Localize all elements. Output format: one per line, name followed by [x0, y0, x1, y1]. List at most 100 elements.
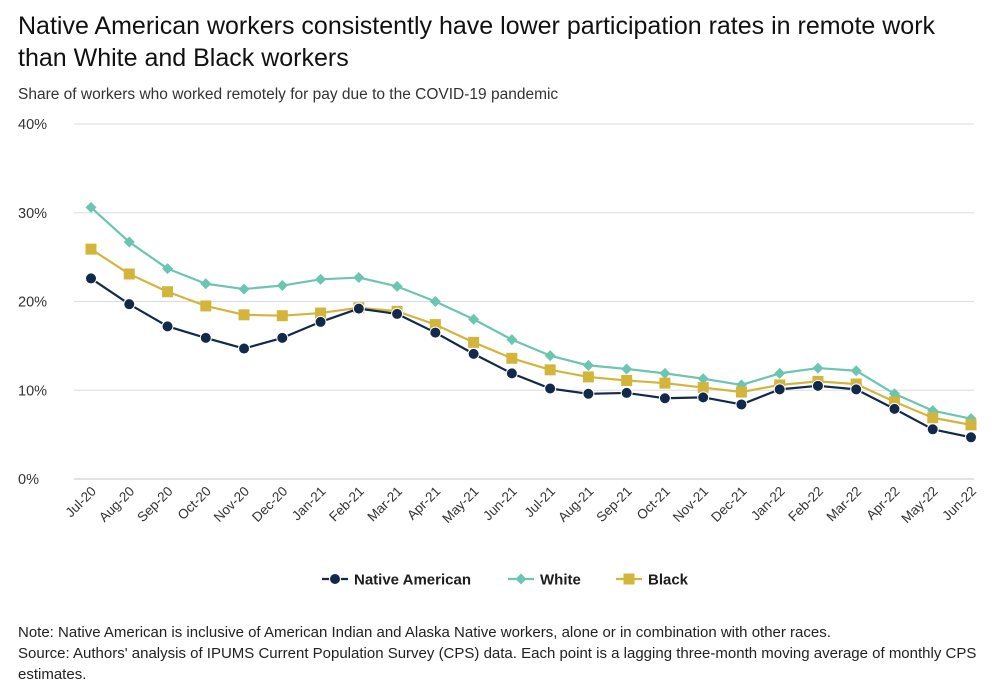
data-point-black: [85, 243, 97, 255]
data-point-native-american: [199, 331, 212, 344]
data-point-native-american: [850, 383, 863, 396]
legend-label: Black: [648, 572, 689, 589]
data-point-native-american: [276, 331, 289, 344]
data-point-native-american: [658, 392, 671, 405]
data-point-black: [544, 364, 556, 376]
data-point-white: [582, 359, 594, 371]
data-point-native-american: [429, 326, 442, 339]
data-point-native-american: [582, 387, 595, 400]
data-point-native-american: [773, 383, 786, 396]
data-point-black: [238, 309, 250, 321]
legend-item-black: Black: [616, 572, 689, 589]
data-point-black: [123, 268, 135, 280]
data-point-native-american: [544, 382, 557, 395]
legend-item-native-american: Native American: [322, 572, 471, 589]
x-tick-label: Jul-21: [522, 484, 559, 521]
data-point-black: [735, 386, 747, 398]
data-point-white: [353, 272, 365, 284]
data-point-black: [965, 419, 977, 431]
x-tick-label: Aug-21: [555, 484, 596, 525]
data-point-black: [582, 371, 594, 383]
data-point-white: [123, 236, 135, 248]
source-text: Source: Authors' analysis of IPUMS Curre…: [18, 645, 977, 683]
data-point-white: [621, 363, 633, 375]
x-tick-label: Feb-22: [785, 484, 826, 525]
data-point-black: [506, 352, 518, 364]
data-point-white: [85, 201, 97, 213]
data-point-native-american: [352, 302, 365, 315]
data-point-white: [162, 263, 174, 275]
data-point-white: [659, 367, 671, 379]
legend: Native American White Black: [322, 572, 689, 589]
x-tick-label: Jan-21: [289, 484, 329, 524]
data-point-black: [659, 377, 671, 389]
data-point-white: [468, 313, 480, 325]
x-tick-label: Jun-21: [480, 484, 520, 524]
data-point-black: [315, 307, 327, 319]
data-point-black: [468, 336, 480, 348]
x-tick-label: Jun-22: [939, 484, 979, 524]
data-point-native-american: [811, 379, 824, 392]
data-point-white: [697, 373, 709, 385]
legend-marker: [515, 573, 527, 585]
data-point-white: [850, 365, 862, 377]
y-tick-label: 20%: [18, 295, 47, 311]
legend-label: White: [540, 572, 581, 589]
x-tick-label: Sep-20: [134, 484, 175, 525]
x-tick-label: May-22: [898, 484, 940, 526]
x-tick-label: Nov-21: [670, 484, 711, 525]
x-tick-label: Apr-21: [404, 484, 443, 523]
data-point-white: [774, 367, 786, 379]
y-tick-label: 0%: [18, 472, 39, 488]
data-point-black: [200, 300, 212, 312]
data-point-white: [315, 273, 327, 285]
data-point-native-american: [467, 347, 480, 360]
data-point-native-american: [697, 391, 710, 404]
data-point-native-american: [123, 298, 136, 311]
x-tick-label: Oct-21: [634, 484, 673, 523]
note-text: Note: Native American is inclusive of Am…: [18, 624, 831, 641]
x-tick-label: Mar-22: [823, 484, 864, 525]
x-tick-label: Feb-21: [326, 484, 367, 525]
data-point-white: [276, 280, 288, 292]
data-point-native-american: [505, 367, 518, 380]
x-tick-label: Mar-21: [364, 484, 405, 525]
legend-item-white: White: [508, 572, 581, 589]
data-point-black: [429, 319, 441, 331]
data-point-black: [621, 374, 633, 386]
data-point-native-american: [965, 431, 977, 444]
chart-notes: Note: Native American is inclusive of Am…: [18, 622, 993, 685]
x-tick-label: May-21: [439, 484, 481, 526]
chart-subtitle: Share of workers who worked remotely for…: [18, 86, 559, 103]
legend-label: Native American: [354, 572, 471, 589]
data-point-black: [697, 382, 709, 394]
data-point-native-american: [620, 386, 633, 399]
series-line-white: [90, 206, 972, 420]
x-tick-label: Dec-20: [249, 484, 290, 525]
chart-title: Native American workers consistently hav…: [18, 12, 936, 72]
data-point-black: [927, 412, 939, 424]
data-point-native-american: [85, 272, 97, 285]
data-point-white: [812, 362, 824, 374]
data-point-black: [276, 310, 288, 322]
x-tick-label: Jan-22: [748, 484, 788, 524]
data-point-white: [506, 334, 518, 346]
data-point-native-american: [735, 398, 748, 411]
x-tick-label: Oct-20: [175, 484, 214, 523]
y-axis-ticks: 0% 10% 20% 30% 40%: [18, 117, 47, 488]
data-point-white: [238, 283, 250, 295]
data-point-native-american: [391, 307, 404, 320]
y-tick-label: 40%: [18, 117, 47, 133]
series-line-native-american: [90, 277, 972, 439]
x-tick-label: Nov-20: [211, 484, 252, 525]
x-tick-label: Apr-22: [863, 484, 902, 523]
x-tick-label: Dec-21: [708, 484, 749, 525]
data-point-white: [391, 280, 403, 292]
data-point-native-american: [888, 402, 901, 415]
gridlines: [74, 123, 974, 480]
legend-marker: [623, 573, 635, 585]
series-black: [85, 243, 977, 431]
data-point-black: [162, 286, 174, 298]
